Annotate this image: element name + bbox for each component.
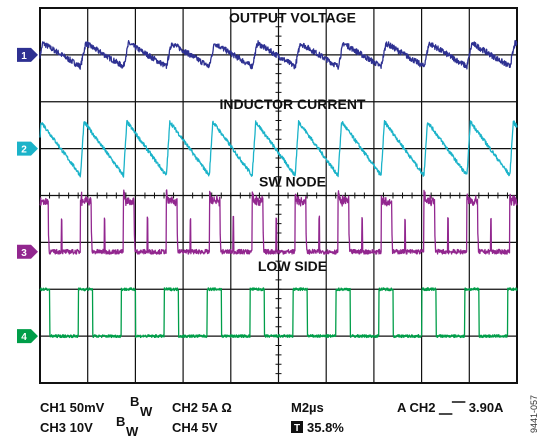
timebase-setting: M2µs — [291, 400, 324, 415]
channel-marker-4: 4 — [17, 329, 38, 344]
ch3-setting: CH3 10V — [40, 420, 93, 435]
ch2-setting: CH2 5A Ω — [172, 400, 232, 415]
ch1-bandwidth-w: W — [140, 404, 153, 419]
trigger-position-marker-letter: T — [294, 423, 300, 434]
channel-marker-group: 1 2 3 4 — [17, 47, 38, 344]
ch4-setting: CH4 5V — [172, 420, 218, 435]
channel-marker-box — [17, 329, 31, 344]
channel-marker-label: 3 — [21, 248, 27, 259]
trace-sw-node — [39, 189, 518, 255]
footer: CH1 50mV B W CH2 5A Ω M2µs A CH2 ⎽⎺ 3.90… — [40, 394, 504, 438]
trace-low-side — [39, 287, 518, 339]
figure-id: 9441-057 — [529, 395, 539, 433]
channel-marker-1: 1 — [17, 47, 38, 62]
trace-label-low-side: LOW SIDE — [258, 258, 327, 274]
channel-marker-label: 1 — [21, 51, 27, 62]
trigger-setting: A CH2 ⎽⎺ 3.90A — [397, 400, 504, 416]
channel-marker-2: 2 — [17, 141, 38, 156]
channel-marker-box — [17, 244, 31, 259]
channel-marker-pointer — [31, 329, 38, 344]
ch3-bandwidth-w: W — [126, 424, 139, 438]
trace-group — [39, 39, 518, 339]
channel-marker-box — [17, 141, 31, 156]
trace-label-sw-node: SW NODE — [259, 173, 326, 189]
channel-marker-pointer — [31, 244, 38, 259]
ch1-bandwidth-b: B — [130, 394, 139, 409]
trace-output-voltage — [39, 39, 518, 70]
scope-grid — [39, 7, 518, 384]
channel-marker-3: 3 — [17, 244, 38, 259]
trace-inductor-current — [39, 119, 518, 178]
channel-marker-pointer — [31, 141, 38, 156]
ch1-setting: CH1 50mV — [40, 400, 105, 415]
trace-label-output-voltage: OUTPUT VOLTAGE — [229, 9, 356, 25]
channel-marker-label: 2 — [21, 145, 27, 156]
trigger-position: 35.8% — [307, 420, 344, 435]
channel-marker-label: 4 — [21, 332, 27, 343]
trace-label-group: OUTPUT VOLTAGE INDUCTOR CURRENT SW NODE … — [220, 9, 366, 273]
channel-marker-pointer — [31, 47, 38, 62]
channel-marker-box — [17, 47, 31, 62]
ch3-bandwidth-b: B — [116, 414, 125, 429]
trigger-position-marker — [291, 421, 303, 433]
trace-label-inductor-current: INDUCTOR CURRENT — [220, 96, 366, 112]
